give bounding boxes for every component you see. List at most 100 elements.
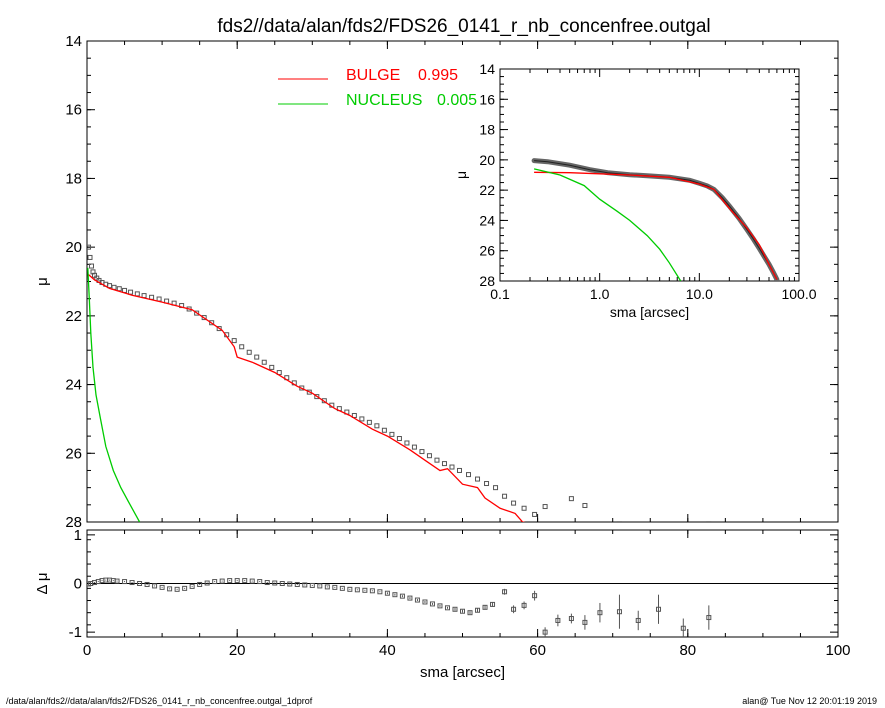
- residual-residual-point: [407, 595, 413, 601]
- residual-residual-point: [122, 579, 128, 585]
- inset-y-tick-label: 28: [479, 273, 495, 289]
- main-data-point: [239, 344, 245, 350]
- main-data-point: [568, 496, 574, 502]
- residual-residual-point: [234, 578, 240, 584]
- inset-y-tick-label: 20: [479, 152, 495, 168]
- residual-residual-point: [452, 606, 458, 612]
- residual-residual-point: [197, 581, 203, 587]
- residual-residual-point: [467, 610, 473, 616]
- main-data-point: [532, 511, 538, 517]
- footer-right: alan@ Tue Nov 12 20:01:19 2019: [742, 696, 877, 706]
- main-data-point: [107, 283, 113, 289]
- main-data-point: [404, 440, 410, 446]
- inset-bulge-line: [534, 171, 778, 280]
- main-data-point: [87, 244, 92, 250]
- chart-title: fds2//data/alan/fds2/FDS26_0141_r_nb_con…: [217, 16, 710, 37]
- residual-residual-point: [287, 581, 293, 587]
- residual-residual-point: [212, 579, 218, 585]
- main-series-group: [87, 244, 712, 555]
- inset-series-group: [531, 158, 780, 281]
- residual-residual-point: [339, 585, 345, 591]
- residual-residual-point: [144, 581, 150, 587]
- main-panel: 14 16 18 20 22 24 26 28 μ: [34, 33, 839, 555]
- residual-residual-point: [482, 604, 488, 610]
- main-data-point: [128, 289, 134, 295]
- main-nucleus-line: [87, 267, 141, 522]
- inset-nucleus-line: [533, 168, 682, 281]
- main-data-point: [231, 338, 237, 344]
- residual-residual-point: [332, 584, 338, 590]
- main-data-point: [681, 551, 685, 555]
- main-data-point: [419, 449, 425, 455]
- residual-x-tick-label: 60: [529, 642, 546, 659]
- residual-residual-point: [347, 586, 353, 592]
- residual-residual-point: [242, 578, 248, 584]
- residual-x-axis-label: sma [arcsec]: [420, 664, 505, 681]
- residual-residual-point: [159, 584, 165, 590]
- residual-residual-point: [317, 583, 323, 589]
- residual-residual-point: [511, 606, 517, 612]
- residual-residual-point: [264, 580, 270, 586]
- main-data-point: [351, 412, 357, 418]
- residual-residual-point: [174, 586, 180, 592]
- inset-y-tick-label: 22: [479, 182, 495, 198]
- residual-residual-point: [384, 590, 390, 596]
- residual-residual-point: [219, 578, 225, 584]
- residual-residual-point: [114, 578, 120, 584]
- main-data-point: [502, 493, 508, 499]
- residual-residual-point: [502, 589, 508, 595]
- residual-residual-point: [257, 579, 263, 585]
- main-y-tick-label: 28: [65, 514, 82, 531]
- residual-residual-point: [521, 602, 527, 608]
- inset-y-tick-label: 16: [479, 91, 495, 107]
- main-data-point: [89, 263, 95, 269]
- residual-y-axis-label: Δ μ: [34, 572, 51, 594]
- main-data-point: [194, 310, 200, 316]
- main-data-point: [493, 485, 499, 491]
- main-bulge-line: [88, 274, 526, 522]
- residual-residual-point: [399, 593, 405, 599]
- residual-residual-point: [227, 578, 233, 584]
- residual-residual-point: [542, 629, 548, 635]
- legend-bulge-value: 0.995: [418, 67, 458, 84]
- inset-y-tick-label: 18: [479, 122, 495, 138]
- residual-residual-point: [437, 603, 443, 609]
- residual-residual-point: [129, 580, 135, 586]
- main-y-tick-label: 26: [65, 445, 82, 462]
- main-data-point: [389, 431, 395, 437]
- residual-residual-point: [635, 617, 641, 623]
- residual-residual-point: [137, 581, 143, 586]
- inset-x-axis-label: sma [arcsec]: [610, 304, 689, 320]
- residual-residual-point: [279, 581, 285, 586]
- residual-y-tick-label: 1: [74, 527, 82, 544]
- inset-x-tick-label: 1.0: [590, 286, 610, 302]
- inset-x-tick-label: 100.0: [781, 286, 816, 302]
- main-data-point: [475, 476, 481, 482]
- main-data-point: [411, 444, 417, 450]
- main-data-point: [521, 505, 527, 511]
- main-data-point: [706, 521, 712, 522]
- main-data-point: [374, 423, 380, 429]
- residual-residual-point: [189, 583, 195, 589]
- residual-residual-point: [204, 580, 210, 586]
- footer-left: /data/alan/fds2//data/alan/fds2/FDS26_01…: [6, 696, 313, 706]
- main-data-point: [484, 481, 490, 487]
- residual-residual-point: [429, 601, 435, 607]
- residual-residual-point: [555, 617, 561, 623]
- main-data-point: [456, 467, 462, 473]
- residual-series-group: [87, 577, 712, 637]
- residual-residual-point: [302, 582, 308, 588]
- legend-nucleus-value: 0.005: [437, 92, 477, 109]
- residual-x-tick-label: 40: [379, 642, 396, 659]
- residual-residual-point: [377, 589, 383, 595]
- residual-residual-point: [568, 616, 574, 622]
- residual-residual-point: [680, 625, 686, 631]
- main-data-point: [441, 461, 447, 467]
- residual-residual-point: [369, 588, 375, 594]
- main-data-point: [201, 315, 207, 321]
- main-data-point: [511, 500, 517, 506]
- residual-residual-point: [597, 610, 603, 616]
- legend-nucleus-name: NUCLEUS: [346, 92, 422, 109]
- residual-residual-point: [392, 592, 398, 598]
- main-y-tick-label: 24: [65, 377, 82, 394]
